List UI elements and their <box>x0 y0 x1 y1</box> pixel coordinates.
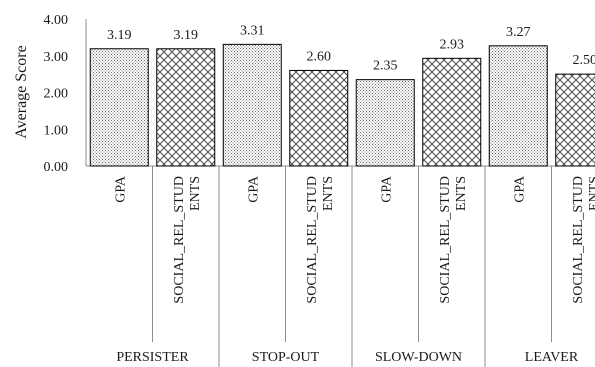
group-label: STOP-OUT <box>252 350 320 365</box>
y-axis: 0.00 1.00 2.00 3.00 4.00 <box>44 13 69 175</box>
value-label: 3.27 <box>506 25 531 40</box>
category-label: GPA <box>512 175 527 203</box>
group-label: LEAVER <box>525 350 579 365</box>
category-label-line: ENTS <box>188 176 203 211</box>
category-label: SOCIAL_REL_STUD ENTS <box>571 176 595 304</box>
bar <box>555 73 595 167</box>
category-label-line: GPA <box>379 175 394 203</box>
y-tick-label: 1.00 <box>44 123 69 138</box>
y-tick-label: 2.00 <box>44 87 69 102</box>
category-label-line: GPA <box>246 175 261 203</box>
category-label-line: SOCIAL_REL_STUD <box>172 176 187 304</box>
value-labels: 3.19 3.19 3.31 2.60 2.35 2.93 3.27 2.50 <box>107 23 595 73</box>
bar <box>222 43 282 167</box>
category-label: SOCIAL_REL_STUD ENTS <box>438 176 469 304</box>
group-label: PERSISTER <box>116 350 189 365</box>
value-label: 2.93 <box>440 37 465 52</box>
bar <box>488 45 548 167</box>
value-label: 2.60 <box>307 49 332 64</box>
group-label: SLOW-DOWN <box>375 350 462 365</box>
value-label: 3.19 <box>107 28 132 43</box>
category-label: SOCIAL_REL_STUD ENTS <box>172 176 203 304</box>
group-labels: PERSISTER STOP-OUT SLOW-DOWN LEAVER <box>116 350 579 365</box>
category-label: GPA <box>113 175 128 203</box>
category-label-line: SOCIAL_REL_STUD <box>438 176 453 304</box>
category-label: GPA <box>379 175 394 203</box>
bar <box>289 69 349 167</box>
category-label-line: GPA <box>512 175 527 203</box>
category-label-line: ENTS <box>454 176 469 211</box>
category-label: SOCIAL_REL_STUD ENTS <box>305 176 336 304</box>
bar <box>156 48 216 167</box>
bar <box>89 48 149 167</box>
value-label: 3.19 <box>174 28 199 43</box>
bar <box>355 79 415 167</box>
category-label-line: GPA <box>113 175 128 203</box>
category-label-line: SOCIAL_REL_STUD <box>305 176 320 304</box>
value-label: 3.31 <box>240 23 265 38</box>
y-tick-label: 3.00 <box>44 50 69 65</box>
category-label: GPA <box>246 175 261 203</box>
category-label-line: ENTS <box>587 176 595 211</box>
value-label: 2.50 <box>573 53 595 68</box>
bar <box>422 57 482 167</box>
category-label-line: SOCIAL_REL_STUD <box>571 176 586 304</box>
y-tick-label: 0.00 <box>44 160 69 175</box>
category-label-line: ENTS <box>321 176 336 211</box>
y-tick-label: 4.00 <box>44 13 69 28</box>
value-label: 2.35 <box>373 59 398 74</box>
bars <box>89 43 595 167</box>
y-axis-title: Average Score <box>13 45 30 138</box>
category-labels: GPA SOCIAL_REL_STUD ENTS GPA SOCIAL_REL_STUD… <box>113 175 595 303</box>
